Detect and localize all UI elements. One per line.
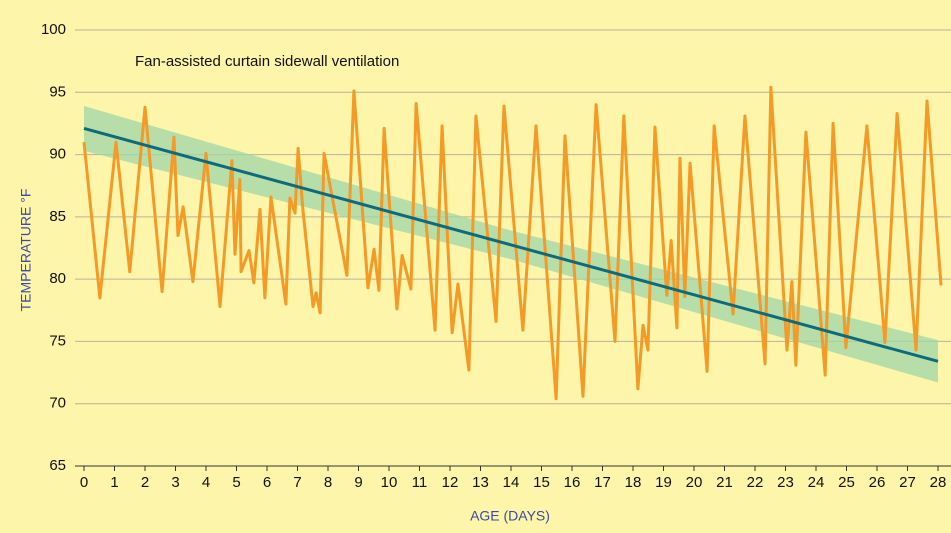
x-tick-label: 26 xyxy=(869,474,886,491)
x-tick-label: 4 xyxy=(202,474,210,491)
x-tick-label: 1 xyxy=(110,474,118,491)
y-tick-label: 80 xyxy=(49,270,66,287)
x-tick-label: 8 xyxy=(324,474,332,491)
y-tick-label: 95 xyxy=(49,83,66,100)
x-tick-label: 3 xyxy=(171,474,179,491)
x-tick-label: 25 xyxy=(838,474,855,491)
x-tick-label: 11 xyxy=(412,474,428,491)
x-tick-label: 20 xyxy=(686,474,703,491)
y-tick-label: 75 xyxy=(49,332,66,349)
x-tick-label: 12 xyxy=(442,474,459,491)
x-tick-label: 27 xyxy=(899,474,916,491)
x-tick-label: 5 xyxy=(232,474,240,491)
y-tick-label: 90 xyxy=(49,146,66,163)
trend-line xyxy=(83,126,939,363)
x-tick-label: 9 xyxy=(354,474,362,491)
y-axis-title: TEMPERATURE °F xyxy=(18,189,34,312)
y-tick-label: 85 xyxy=(49,208,66,225)
x-axis-title: AGE (DAYS) xyxy=(470,508,550,524)
y-tick-label: 65 xyxy=(49,457,66,474)
x-tick-label: 24 xyxy=(808,474,825,491)
x-tick-label: 14 xyxy=(503,474,520,491)
x-tick-label: 15 xyxy=(533,474,550,491)
x-tick-label: 10 xyxy=(381,474,398,491)
x-tick-label: 0 xyxy=(80,474,88,491)
x-tick-label: 23 xyxy=(777,474,794,491)
x-tick-label: 28 xyxy=(930,474,947,491)
x-tick-label: 13 xyxy=(472,474,489,491)
x-tick-label: 18 xyxy=(625,474,642,491)
x-tick-label: 6 xyxy=(263,474,271,491)
x-tick-label: 19 xyxy=(655,474,672,491)
y-tick-label: 70 xyxy=(49,395,66,412)
x-tick-label: 17 xyxy=(594,474,611,491)
x-tick-label: 16 xyxy=(564,474,581,491)
x-tick-label: 2 xyxy=(141,474,149,491)
x-tick-label: 21 xyxy=(716,474,733,491)
x-tick-label: 22 xyxy=(747,474,764,491)
data-line xyxy=(82,85,943,401)
x-tick-label: 7 xyxy=(293,474,301,491)
y-tick-label: 100 xyxy=(41,21,66,38)
chart-title: Fan-assisted curtain sidewall ventilatio… xyxy=(135,53,399,70)
